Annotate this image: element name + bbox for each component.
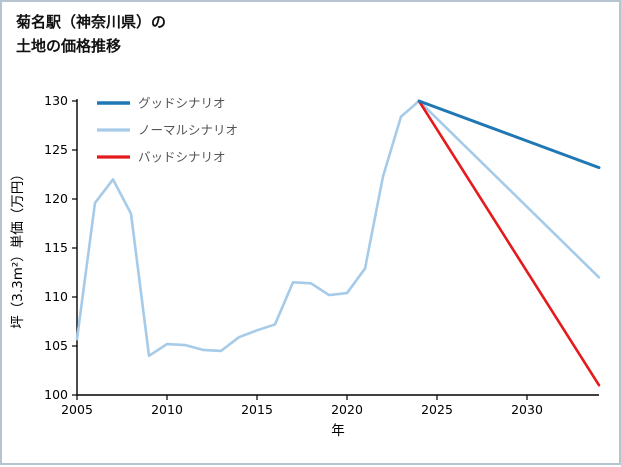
legend-label-1: ノーマルシナリオ bbox=[138, 123, 238, 138]
y-tick-label: 130 bbox=[44, 93, 68, 108]
y-tick-label: 110 bbox=[44, 289, 68, 304]
y-axis-label: 坪（3.3m²）単価（万円） bbox=[10, 167, 26, 329]
chart-title-line2: 土地の価格推移 bbox=[16, 37, 122, 55]
x-tick-label: 2015 bbox=[241, 402, 273, 417]
series-line-2 bbox=[417, 99, 601, 387]
x-tick-label: 2010 bbox=[151, 402, 183, 417]
x-tick-label: 2020 bbox=[331, 402, 363, 417]
series-line-0 bbox=[417, 99, 601, 170]
y-tick-label: 115 bbox=[44, 240, 68, 255]
y-tick-label: 120 bbox=[44, 191, 68, 206]
chart-title-line1: 菊名駅（神奈川県）の bbox=[16, 13, 167, 31]
legend-label-2: バッドシナリオ bbox=[138, 150, 226, 165]
x-tick-label: 2030 bbox=[511, 402, 543, 417]
y-tick-label: 100 bbox=[44, 387, 68, 402]
land-price-trend-chart: 2005 2010 2015 2020 2025 2030 100 105 110 115 120 1… bbox=[10, 93, 601, 439]
x-tick-label: 2005 bbox=[61, 402, 93, 417]
x-axis-label: 年 bbox=[331, 423, 345, 439]
y-tick-label: 125 bbox=[44, 142, 68, 157]
series-line-1 bbox=[75, 99, 601, 358]
y-tick-label: 105 bbox=[44, 338, 68, 353]
legend-label-0: グッドシナリオ bbox=[138, 96, 226, 111]
chart-title: 菊名駅（神奈川県）の 土地の価格推移 bbox=[16, 10, 166, 58]
x-tick-label: 2025 bbox=[421, 402, 453, 417]
